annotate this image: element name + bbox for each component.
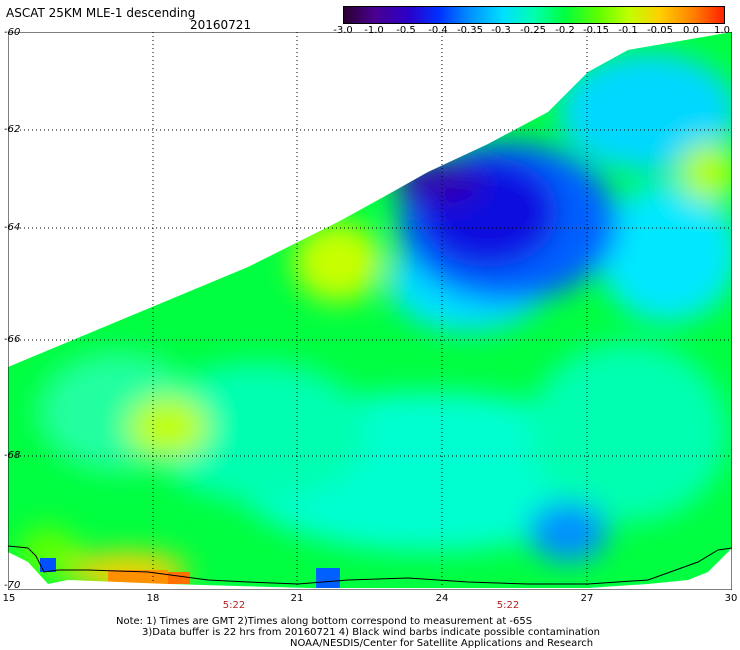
colorbar-label: 1.0	[714, 25, 730, 36]
lat-label: -66	[4, 334, 21, 345]
colorbar-swatches	[344, 7, 724, 23]
colorbar-label: -0.2	[555, 25, 575, 36]
lon-label: 15	[2, 593, 16, 604]
colorbar-label: -3.0	[333, 25, 353, 36]
time-label: 5:22	[496, 600, 520, 611]
colorbar-label: 0.0	[683, 25, 699, 36]
data-swath	[8, 32, 732, 590]
colorbar-label: -0.3	[491, 25, 511, 36]
lon-label: 30	[724, 593, 738, 604]
lat-label: -70	[4, 580, 21, 591]
colorbar-label: -0.5	[396, 25, 416, 36]
note-line-2: 3)Data buffer is 22 hrs from 20160721 4)…	[142, 627, 600, 638]
lat-label: -62	[4, 124, 21, 135]
colorbar	[343, 6, 725, 24]
colorbar-label: -0.15	[583, 25, 609, 36]
lat-label: -60	[4, 27, 21, 38]
lon-label: 21	[290, 593, 304, 604]
map-title: ASCAT 25KM MLE-1 descending	[6, 6, 196, 20]
coastline	[8, 545, 732, 585]
lon-label: 24	[435, 593, 449, 604]
colorbar-label: -1.0	[364, 25, 384, 36]
map-date: 20160721	[190, 18, 252, 32]
grid	[8, 32, 732, 590]
colorbar-label: -0.25	[520, 25, 546, 36]
colorbar-label: -0.4	[428, 25, 448, 36]
colorbar-label: -0.1	[618, 25, 638, 36]
lon-label: 18	[146, 593, 160, 604]
lat-label: -68	[4, 450, 21, 461]
time-label: 5:22	[222, 600, 246, 611]
lat-label: -64	[4, 222, 21, 233]
note-line-3: NOAA/NESDIS/Center for Satellite Applica…	[290, 638, 594, 649]
note-line-1: Note: 1) Times are GMT 2)Times along bot…	[116, 616, 533, 627]
colorbar-label: -0.35	[457, 25, 483, 36]
wind-map[interactable]	[8, 32, 732, 590]
lon-label: 27	[580, 593, 594, 604]
colorbar-label: -0.05	[647, 25, 673, 36]
